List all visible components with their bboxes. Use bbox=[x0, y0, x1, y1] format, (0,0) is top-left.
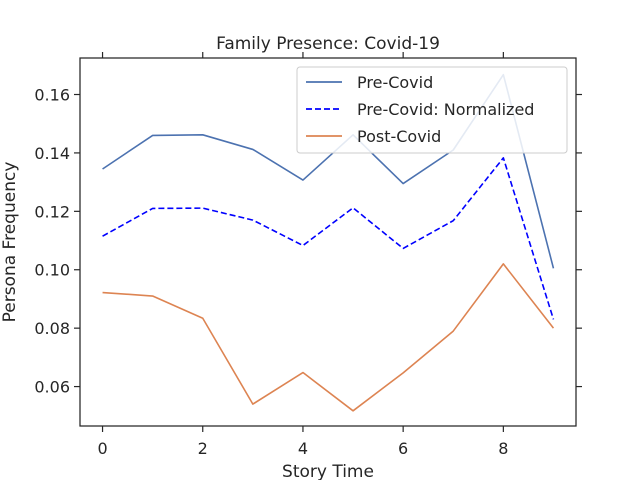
legend-label-3: Post-Covid bbox=[357, 127, 441, 146]
plot-frame bbox=[79, 57, 577, 427]
x-axis-label: Story Time bbox=[282, 462, 374, 480]
y-tick-label: 0.06 bbox=[34, 378, 70, 397]
series-line-2 bbox=[102, 157, 555, 320]
y-tick-label: 0.12 bbox=[34, 202, 70, 221]
ticks-layer: 0 2 4 6 8 0.06 0.08 0.10 0.12 0.14 0.16 bbox=[34, 52, 582, 458]
x-tick-label: 2 bbox=[198, 439, 208, 458]
legend-label-2: Pre-Covid: Normalized bbox=[357, 100, 534, 119]
y-axis-label: Persona Frequency bbox=[0, 162, 20, 323]
y-tick-label: 0.16 bbox=[34, 86, 70, 105]
series-line-3 bbox=[102, 263, 555, 412]
chart-title: Family Presence: Covid-19 bbox=[216, 34, 440, 54]
y-tick-label: 0.10 bbox=[34, 261, 70, 280]
x-tick-label: 8 bbox=[498, 439, 508, 458]
legend-label-1: Pre-Covid bbox=[357, 73, 433, 92]
legend-box bbox=[296, 66, 568, 154]
x-tick-label: 0 bbox=[97, 439, 107, 458]
legend: Pre-Covid Pre-Covid: Normalized Post-Covid bbox=[296, 66, 568, 154]
y-tick-label: 0.08 bbox=[34, 319, 70, 338]
y-tick-label: 0.14 bbox=[34, 144, 70, 163]
x-tick-label: 4 bbox=[298, 439, 308, 458]
x-tick-label: 6 bbox=[398, 439, 408, 458]
